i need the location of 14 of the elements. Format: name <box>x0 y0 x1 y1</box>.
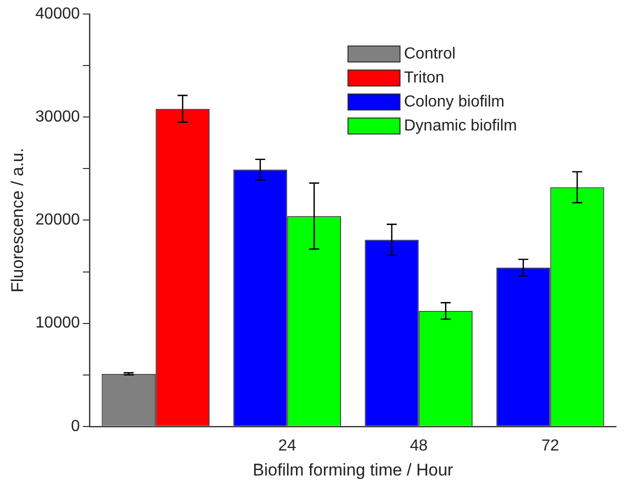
legend-label: Dynamic biofilm <box>404 117 517 134</box>
x-axis-title: Biofilm forming time / Hour <box>252 460 454 480</box>
y-tick-label: 20000 <box>35 212 80 229</box>
legend-label: Colony biofilm <box>404 93 504 110</box>
y-tick-label: 40000 <box>35 5 80 22</box>
y-axis-title: Fluorescence / a.u. <box>8 148 27 292</box>
x-tick-label: 24 <box>278 437 296 454</box>
y-tick-label: 0 <box>70 418 80 435</box>
y-tick-label: 30000 <box>35 108 80 126</box>
x-tick-label: 72 <box>541 437 560 454</box>
x-tick-label: 48 <box>410 437 428 454</box>
legend-label: Control <box>404 45 456 62</box>
y-tick-label: 10000 <box>35 314 80 332</box>
legend-label: Triton <box>404 69 444 86</box>
